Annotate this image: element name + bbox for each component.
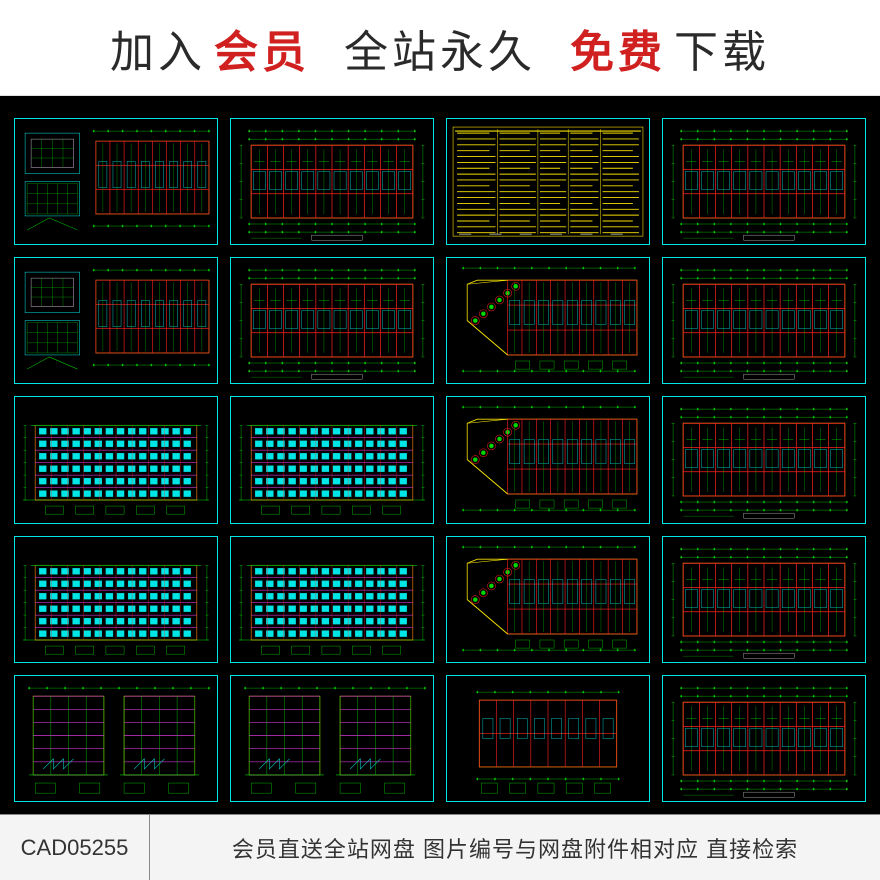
cad-thumbnail-6[interactable]	[446, 257, 650, 384]
footer-bar: CAD05255 会员直送全站网盘 图片编号与网盘附件相对应 直接检索	[0, 814, 880, 880]
banner-part-6: 下载	[674, 16, 770, 80]
cad-thumbnail-15[interactable]	[662, 536, 866, 663]
banner-part-1: 会员	[214, 16, 310, 80]
footer-text: 会员直送全站网盘 图片编号与网盘附件相对应 直接检索	[150, 815, 880, 880]
cad-thumbnail-7[interactable]	[662, 257, 866, 384]
cad-thumbnail-8[interactable]	[14, 396, 218, 523]
cad-thumbnail-12[interactable]	[14, 536, 218, 663]
cad-thumbnail-17[interactable]	[230, 675, 434, 802]
cad-thumbnail-18[interactable]	[446, 675, 650, 802]
cad-thumbnail-1[interactable]	[230, 118, 434, 245]
thumbnail-grid	[0, 96, 880, 814]
cad-thumbnail-4[interactable]	[14, 257, 218, 384]
cad-thumbnail-13[interactable]	[230, 536, 434, 663]
promo-banner: 加入会员全站永久免费下载	[0, 0, 880, 96]
cad-thumbnail-16[interactable]	[14, 675, 218, 802]
cad-thumbnail-0[interactable]	[14, 118, 218, 245]
cad-thumbnail-3[interactable]	[662, 118, 866, 245]
footer-code: CAD05255	[0, 815, 150, 880]
cad-thumbnail-14[interactable]	[446, 536, 650, 663]
cad-thumbnail-9[interactable]	[230, 396, 434, 523]
cad-thumbnail-10[interactable]	[446, 396, 650, 523]
cad-thumbnail-2[interactable]	[446, 118, 650, 245]
banner-part-5: 免费	[570, 16, 666, 80]
cad-thumbnail-19[interactable]	[662, 675, 866, 802]
cad-thumbnail-11[interactable]	[662, 396, 866, 523]
banner-part-0: 加入	[110, 16, 206, 80]
cad-thumbnail-5[interactable]	[230, 257, 434, 384]
banner-part-3: 全站永久	[344, 16, 536, 80]
